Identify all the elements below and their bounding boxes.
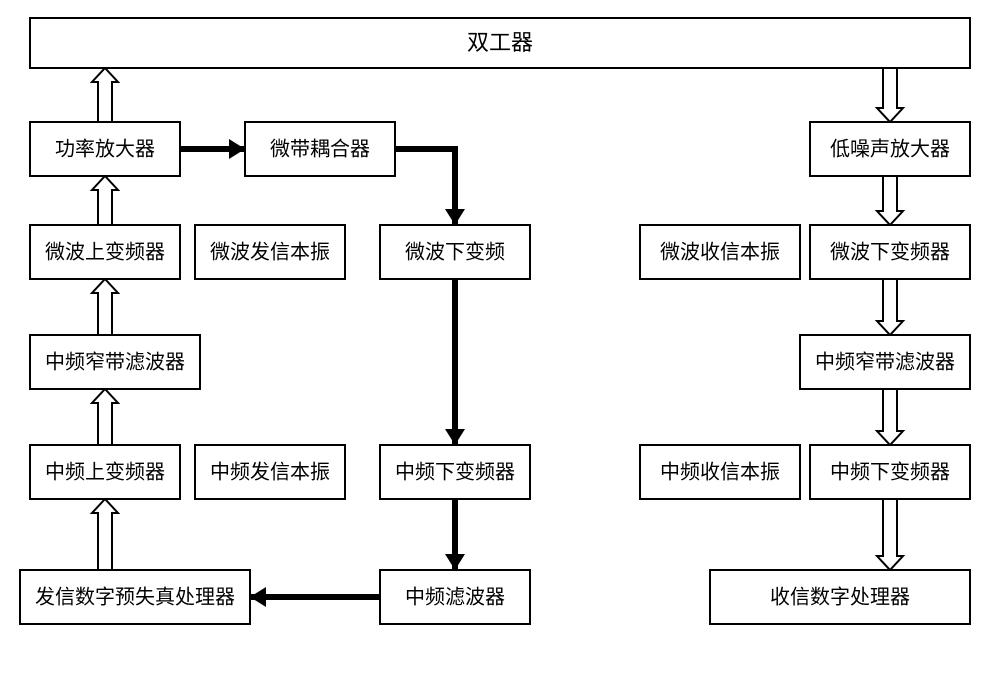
- block-label: 中频滤波器: [405, 585, 505, 608]
- block-label: 功率放大器: [55, 137, 155, 160]
- block-mw_downconv_r: 微波下变频器: [810, 225, 970, 279]
- block-label: 低噪声放大器: [830, 137, 950, 160]
- block-if_downconv_r: 中频下变频器: [810, 445, 970, 499]
- block-if_downconv_l: 中频下变频器: [380, 445, 530, 499]
- block-duplexer: 双工器: [30, 18, 970, 68]
- block-if_rx_lo: 中频收信本振: [640, 445, 800, 499]
- block-label: 微带耦合器: [270, 137, 370, 160]
- block-label: 中频下变频器: [395, 460, 515, 483]
- block-coupler: 微带耦合器: [245, 122, 395, 176]
- block-lna: 低噪声放大器: [810, 122, 970, 176]
- block-diagram: 双工器功率放大器微带耦合器微波上变频器微波发信本振微波下变频中频窄带滤波器中频上…: [0, 0, 1000, 679]
- block-tx_dpd: 发信数字预失真处理器: [20, 570, 250, 624]
- block-label: 微波上变频器: [45, 240, 165, 263]
- block-label: 中频下变频器: [830, 460, 950, 483]
- block-label: 中频窄带滤波器: [815, 350, 955, 373]
- block-label: 收信数字处理器: [770, 585, 910, 608]
- block-label: 微波收信本振: [660, 240, 780, 263]
- block-mw_rx_lo: 微波收信本振: [640, 225, 800, 279]
- block-label: 中频收信本振: [660, 460, 780, 483]
- block-if_filter: 中频滤波器: [380, 570, 530, 624]
- block-label: 微波发信本振: [210, 240, 330, 263]
- block-label: 发信数字预失真处理器: [35, 585, 235, 608]
- block-label: 微波下变频: [405, 240, 505, 263]
- block-if_nb_filter_r: 中频窄带滤波器: [800, 335, 970, 389]
- block-label: 微波下变频器: [830, 240, 950, 263]
- block-label: 双工器: [467, 30, 533, 55]
- block-rx_dsp: 收信数字处理器: [710, 570, 970, 624]
- block-if_upconv: 中频上变频器: [30, 445, 180, 499]
- block-pa: 功率放大器: [30, 122, 180, 176]
- block-mw_tx_lo: 微波发信本振: [195, 225, 345, 279]
- block-if_tx_lo: 中频发信本振: [195, 445, 345, 499]
- block-if_nb_filter_l: 中频窄带滤波器: [30, 335, 200, 389]
- block-label: 中频发信本振: [210, 460, 330, 483]
- block-mw_upconv: 微波上变频器: [30, 225, 180, 279]
- block-label: 中频窄带滤波器: [45, 350, 185, 373]
- block-mw_downconv: 微波下变频: [380, 225, 530, 279]
- block-label: 中频上变频器: [45, 460, 165, 483]
